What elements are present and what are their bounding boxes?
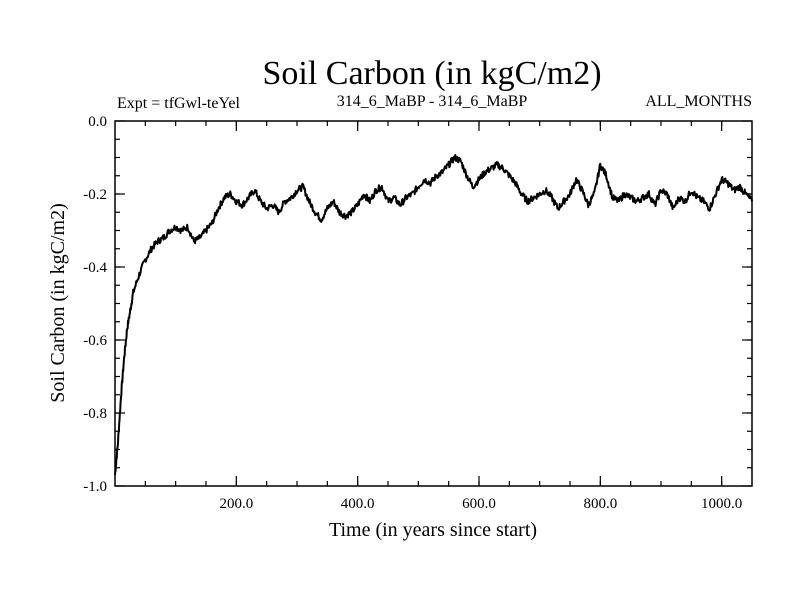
x-tick-label: 600.0 xyxy=(462,496,496,512)
x-tick-label: 400.0 xyxy=(341,496,375,512)
y-tick-label: -0.8 xyxy=(83,406,107,422)
axis-ticks xyxy=(115,120,752,487)
subtitle-left: Expt = tfGwl-teYel xyxy=(117,95,241,112)
series-line-soil-carbon xyxy=(114,154,753,476)
x-tick-label: 1000.0 xyxy=(701,496,742,512)
x-axis-label: Time (in years since start) xyxy=(329,519,537,541)
x-tick-label: 800.0 xyxy=(583,496,617,512)
axis-tick-labels: 200.0 400.0 600.0 800.0 1000.0 0.0 -0.2 -0.4 -0.… xyxy=(83,114,742,512)
y-tick-label: -0.6 xyxy=(83,333,107,349)
y-tick-label: 0.0 xyxy=(88,114,107,130)
y-axis-label: Soil Carbon (in kgC/m2) xyxy=(47,203,69,402)
subtitle-right: ALL_MONTHS xyxy=(645,93,752,110)
y-tick-label: -0.2 xyxy=(83,187,107,203)
y-tick-label: -0.4 xyxy=(83,260,107,276)
x-tick-label: 200.0 xyxy=(219,496,253,512)
plot-frame xyxy=(114,120,753,487)
y-tick-label: -1.0 xyxy=(83,479,107,495)
subtitle-center: 314_6_MaBP - 314_6_MaBP xyxy=(337,93,528,110)
chart-title: Soil Carbon (in kgC/m2) xyxy=(262,55,601,92)
